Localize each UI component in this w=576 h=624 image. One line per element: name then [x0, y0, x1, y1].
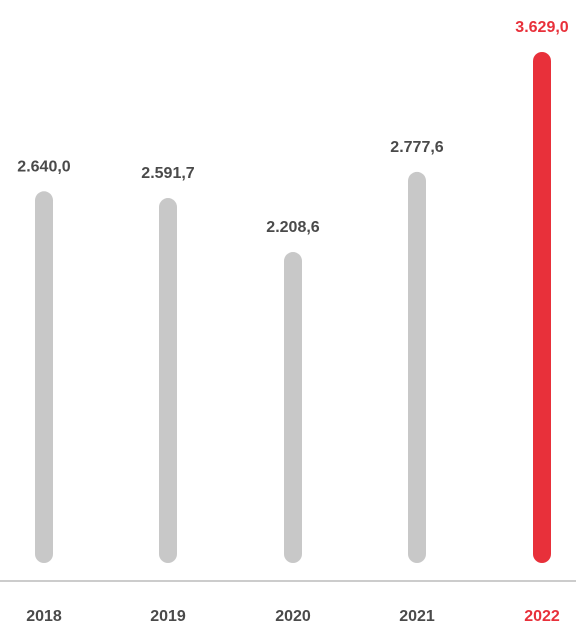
category-label-2022: 2022 [524, 608, 560, 624]
category-label-2019: 2019 [150, 608, 186, 624]
category-label-2018: 2018 [26, 608, 62, 624]
bar-2020 [284, 252, 302, 564]
value-label-2021: 2.777,6 [390, 139, 443, 156]
category-label-2021: 2021 [399, 608, 435, 624]
bar-2022 [533, 52, 551, 563]
bar-2018 [35, 191, 53, 563]
bars-group [35, 52, 551, 564]
value-label-2022: 3.629,0 [515, 19, 568, 36]
bar-2021 [408, 171, 426, 564]
value-label-2019: 2.591,7 [141, 165, 194, 182]
bar-2019 [159, 198, 177, 563]
category-label-2020: 2020 [275, 608, 311, 624]
category-labels-group: 2018 2019 2020 2021 2022 [26, 608, 560, 624]
value-label-2020: 2.208,6 [266, 219, 319, 236]
value-labels-group: 2.640,0 2.591,7 2.208,6 2.777,6 3.629,0 [17, 19, 568, 236]
value-label-2018: 2.640,0 [17, 158, 70, 175]
